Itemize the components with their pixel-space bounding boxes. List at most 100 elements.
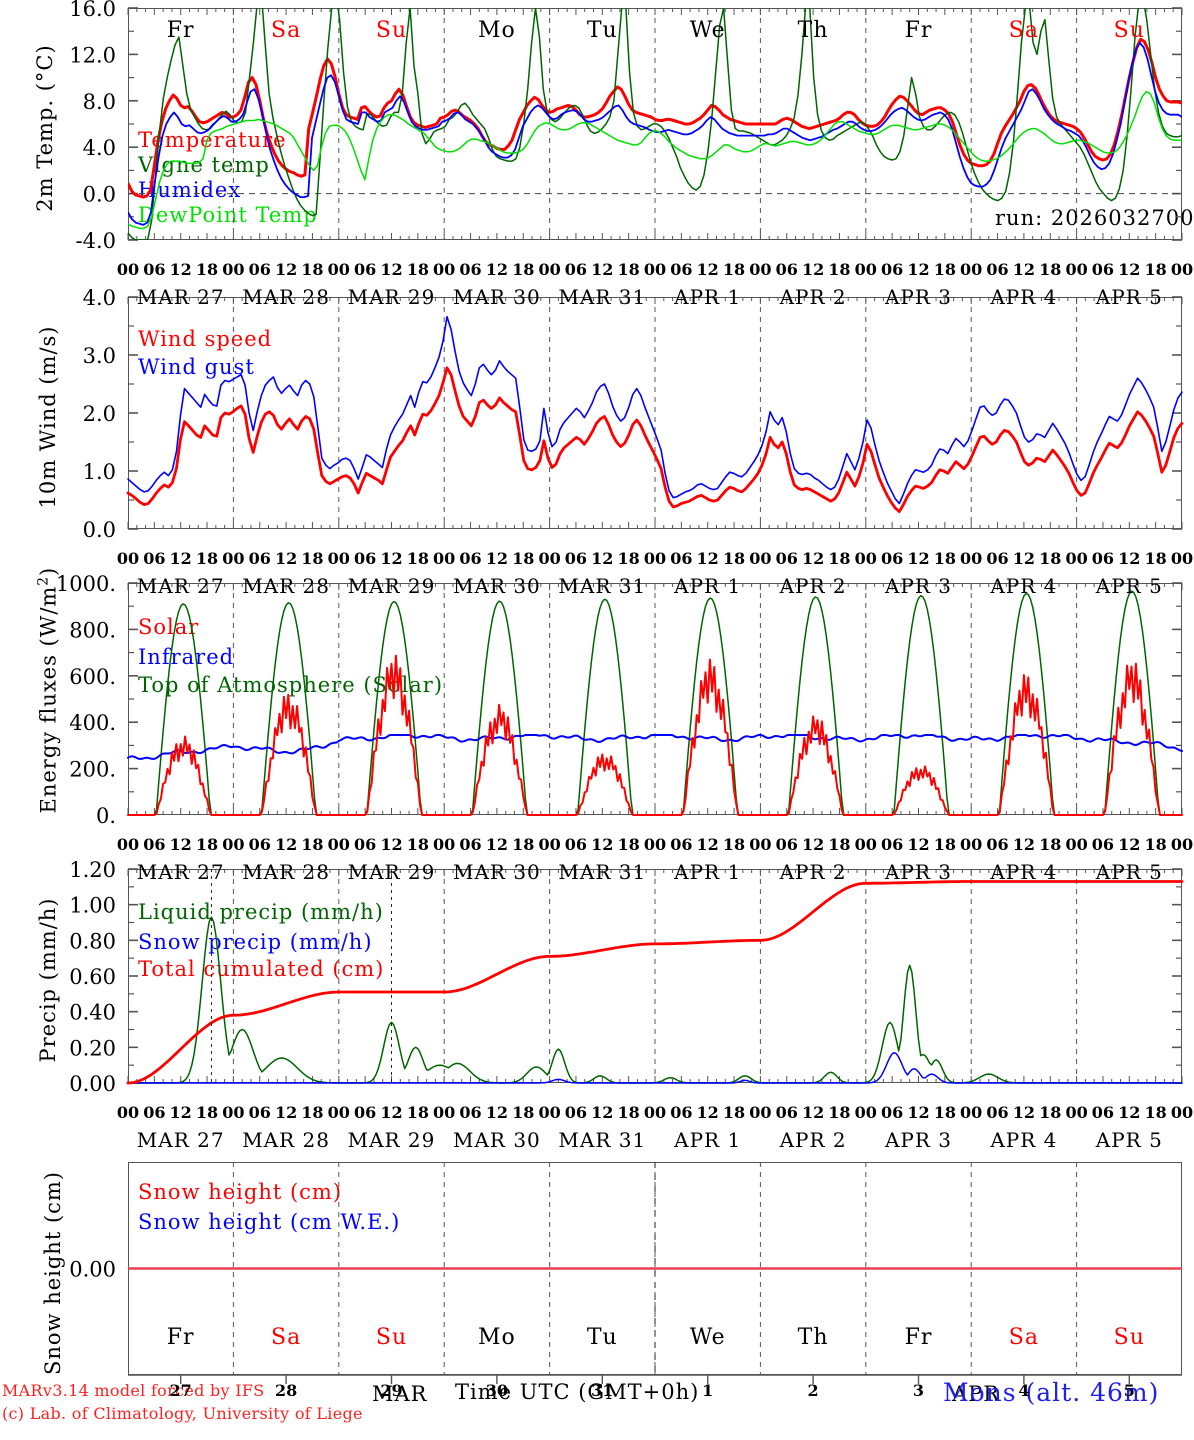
x-tick-hour: 18 <box>406 260 429 279</box>
x-tick-hour: 00 <box>960 549 983 568</box>
day-of-week-label: Su <box>1113 18 1145 43</box>
x-tick-day: APR 1 <box>674 285 742 309</box>
x-tick-hour: 00 <box>538 835 561 854</box>
x-tick-hour: 00 <box>960 1103 983 1122</box>
x-tick-hour: 00 <box>116 1103 140 1122</box>
day-of-week-label: Su <box>1113 1325 1145 1350</box>
x-tick-hour: 12 <box>907 835 930 854</box>
day-of-week-label: Fr <box>904 1325 933 1350</box>
x-tick-hour: 00 <box>1065 1103 1088 1122</box>
x-tick-hour: 06 <box>775 835 798 854</box>
x-tick-hour: 00 <box>854 835 877 854</box>
svg-text:800.: 800. <box>69 618 116 642</box>
x-tick-hour: 12 <box>380 260 403 279</box>
x-tick-hour: 12 <box>1118 549 1141 568</box>
svg-text:0.00: 0.00 <box>69 1072 116 1096</box>
svg-text:3.0: 3.0 <box>83 344 116 368</box>
svg-text:8.0: 8.0 <box>83 90 116 114</box>
x-tick-hour: 18 <box>933 549 956 568</box>
x-tick-hour: 18 <box>195 1103 219 1122</box>
legend-wind-gust: Wind gust <box>138 355 255 379</box>
x-tick-day: MAR 30 <box>452 860 541 884</box>
bottom-day-number: 27 <box>169 1381 192 1400</box>
x-tick-hour: 18 <box>1144 1103 1167 1122</box>
x-tick-day: MAR 31 <box>558 574 647 598</box>
x-tick-hour: 12 <box>1118 1103 1141 1122</box>
day-of-week-label: Fr <box>166 18 195 43</box>
day-of-week-label: We <box>689 1325 726 1350</box>
day-of-week-label: Su <box>375 18 408 43</box>
footer-model: MARv3.14 model forced by IFS <box>2 1381 265 1400</box>
x-tick-hour: 06 <box>248 1103 271 1122</box>
legend-infrared: Infrared <box>138 645 235 669</box>
day-of-week-label: Mo <box>478 1325 516 1350</box>
x-tick-hour: 18 <box>406 1103 429 1122</box>
x-tick-hour: 12 <box>591 1103 614 1122</box>
x-tick-hour: 06 <box>354 549 377 568</box>
svg-text:0.0: 0.0 <box>83 183 116 207</box>
x-tick-hour: 18 <box>617 260 640 279</box>
x-tick-hour: 18 <box>828 260 851 279</box>
x-tick-hour: 12 <box>1012 549 1036 568</box>
svg-text:2.0: 2.0 <box>83 402 116 426</box>
x-tick-hour: 18 <box>933 835 956 854</box>
x-tick-day: APR 3 <box>884 860 953 884</box>
x-tick-hour: 18 <box>1144 835 1167 854</box>
x-tick-hour: 12 <box>169 1103 192 1122</box>
x-tick-hour: 06 <box>775 1103 798 1122</box>
x-tick-hour: 18 <box>1039 260 1062 279</box>
svg-text:0.0: 0.0 <box>83 518 116 542</box>
x-tick-day: APR 2 <box>779 574 847 598</box>
x-tick-hour: 06 <box>459 549 482 568</box>
day-of-week-label: We <box>689 18 726 43</box>
x-tick-hour: 00 <box>643 835 667 854</box>
x-tick-hour: 18 <box>1039 549 1062 568</box>
x-tick-hour: 00 <box>1065 835 1088 854</box>
x-tick-hour: 06 <box>670 260 693 279</box>
x-tick-hour: 00 <box>116 260 140 279</box>
x-tick-hour: 00 <box>116 549 140 568</box>
x-tick-hour: 06 <box>143 549 166 568</box>
legend-snow-height-we: Snow height (cm W.E.) <box>138 1210 401 1234</box>
x-tick-hour: 06 <box>1091 1103 1115 1122</box>
bottom-day-number: 5 <box>1123 1381 1135 1400</box>
x-tick-day: MAR 30 <box>452 574 541 598</box>
x-tick-hour: 00 <box>960 835 983 854</box>
x-tick-hour: 00 <box>116 835 140 854</box>
x-tick-hour: 18 <box>933 260 956 279</box>
x-tick-hour: 12 <box>591 835 614 854</box>
x-tick-day: MAR 31 <box>558 285 647 309</box>
x-tick-hour: 00 <box>749 1103 772 1122</box>
x-tick-day: MAR 30 <box>452 285 541 309</box>
legend-snow-precip: Snow precip (mm/h) <box>138 930 373 954</box>
day-of-week-label: Tu <box>586 18 618 43</box>
x-tick-hour: 12 <box>907 1103 930 1122</box>
x-tick-hour: 06 <box>986 549 1009 568</box>
svg-text:0.60: 0.60 <box>69 965 116 989</box>
x-tick-hour: 00 <box>749 835 772 854</box>
x-tick-hour: 12 <box>274 1103 298 1122</box>
x-tick-day: APR 3 <box>884 285 953 309</box>
x-tick-hour: 00 <box>327 260 350 279</box>
svg-text:1.00: 1.00 <box>69 894 116 918</box>
x-tick-hour: 06 <box>248 549 271 568</box>
x-tick-hour: 00 <box>433 549 456 568</box>
x-tick-hour: 12 <box>907 260 930 279</box>
x-tick-hour: 18 <box>933 1103 956 1122</box>
legend-solar: Solar <box>138 615 200 639</box>
x-tick-hour: 12 <box>591 549 614 568</box>
x-tick-day: APR 3 <box>884 1128 953 1152</box>
bottom-day-number: 28 <box>274 1381 298 1400</box>
x-tick-hour: 18 <box>512 549 535 568</box>
day-of-week-label: Fr <box>166 1325 195 1350</box>
x-tick-day: APR 4 <box>990 1128 1058 1152</box>
x-tick-day: APR 4 <box>990 860 1058 884</box>
x-tick-day: APR 2 <box>779 1128 847 1152</box>
svg-text:1.20: 1.20 <box>69 858 116 882</box>
x-tick-hour: 12 <box>380 549 403 568</box>
x-tick-hour: 18 <box>722 260 746 279</box>
x-tick-hour: 18 <box>722 549 746 568</box>
bottom-day-number: 1 <box>702 1381 714 1400</box>
legend-wind-speed: Wind speed <box>138 327 273 351</box>
